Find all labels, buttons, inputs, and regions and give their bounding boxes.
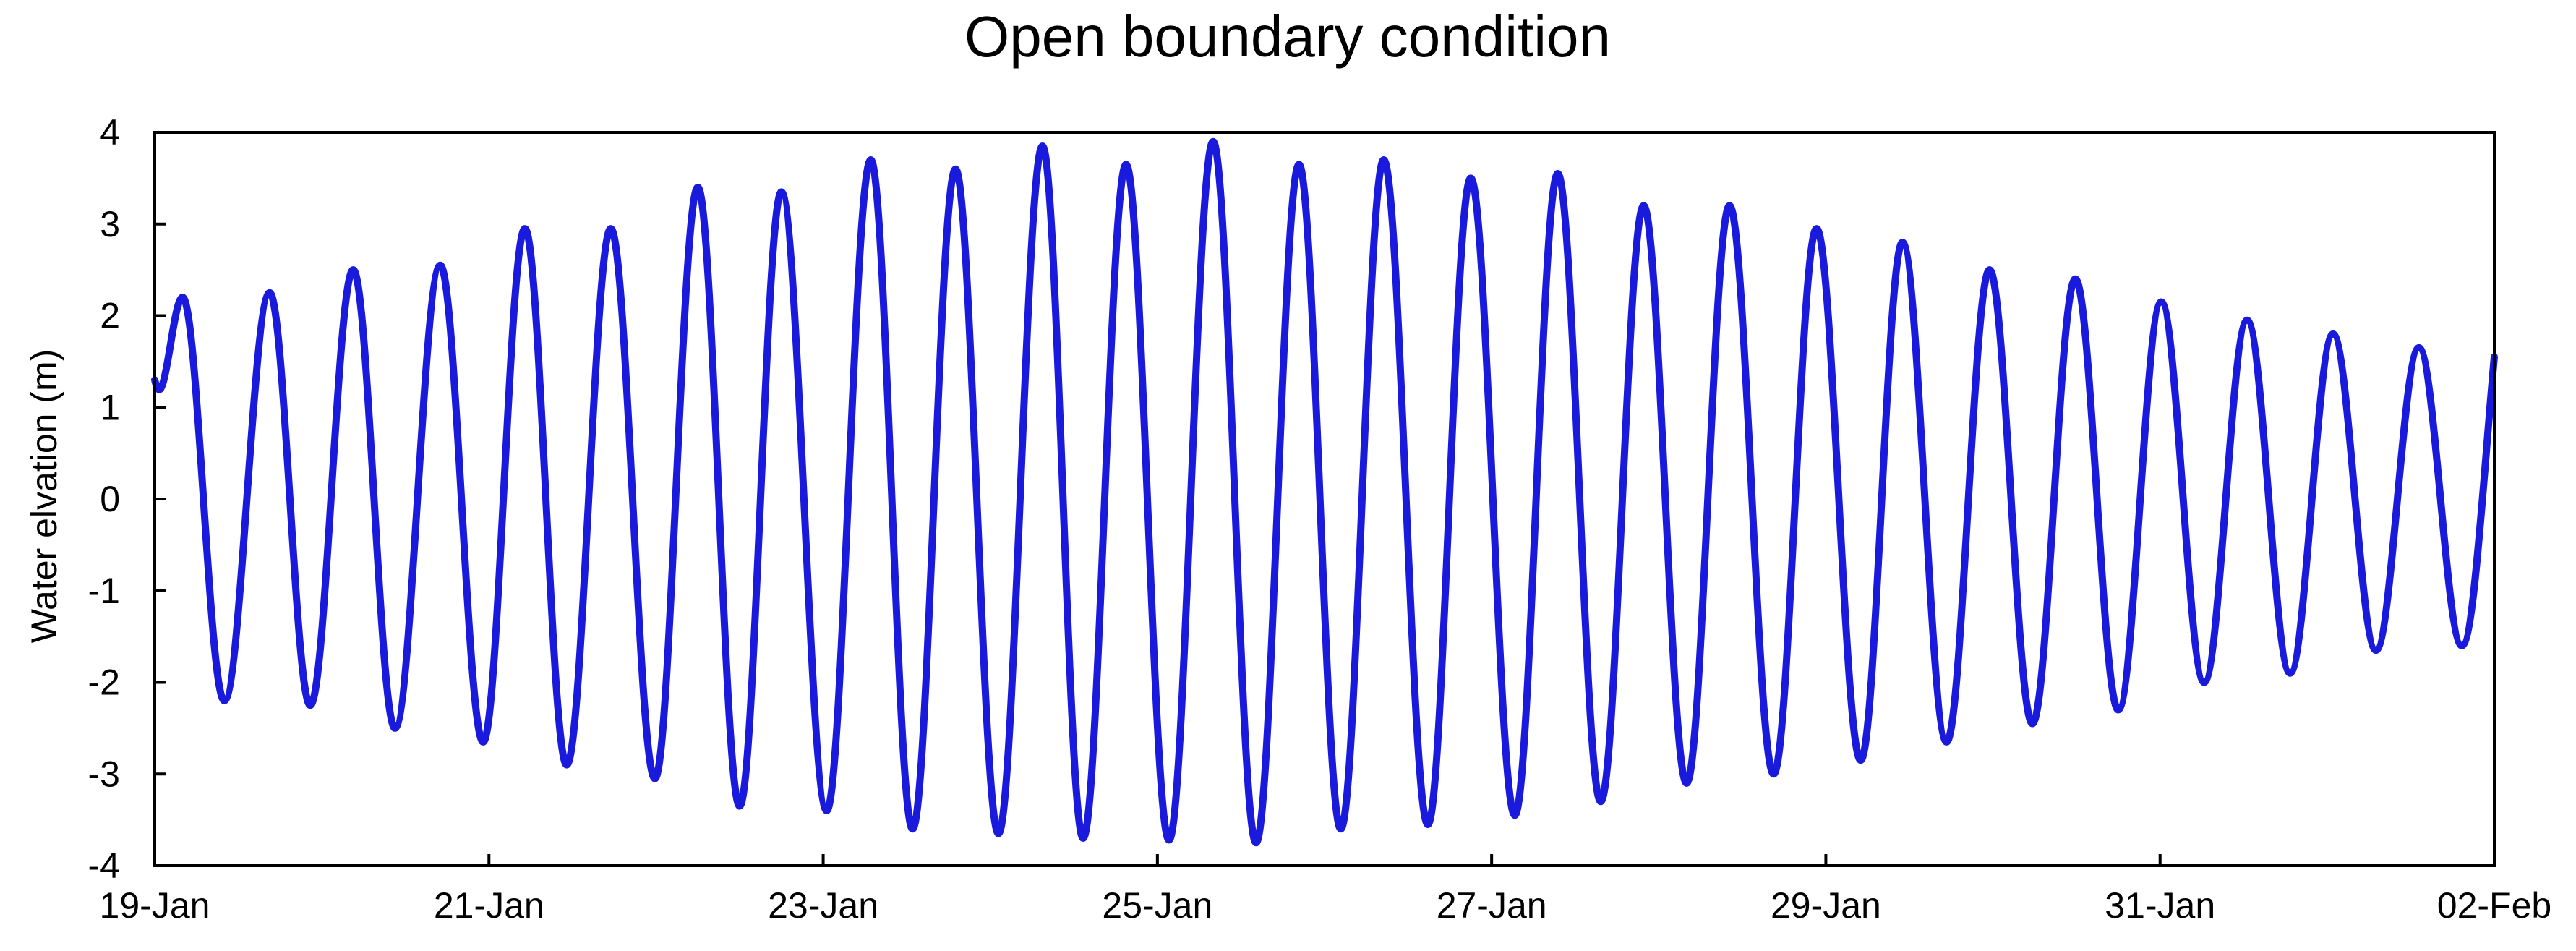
y-tick-label: -2 — [88, 662, 120, 703]
x-tick-label: 31-Jan — [2105, 885, 2215, 926]
x-axis-tick-labels: 19-Jan 21-Jan 23-Jan 25-Jan 27-Jan 29-Jan 31-J… — [100, 885, 2552, 926]
x-tick-label: 27-Jan — [1437, 885, 1547, 926]
x-tick-label: 21-Jan — [434, 885, 544, 926]
y-tick-label: -1 — [88, 571, 120, 611]
chart-title: Open boundary condition — [964, 4, 1611, 69]
x-tick-label: 02-Feb — [2437, 885, 2551, 926]
y-tick-label: -3 — [88, 754, 120, 794]
y-axis-ticks — [155, 131, 166, 867]
y-tick-label: 0 — [100, 479, 120, 519]
x-tick-label: 19-Jan — [100, 885, 210, 926]
y-tick-label: -4 — [88, 845, 120, 886]
y-tick-label: 3 — [100, 204, 120, 244]
y-axis-title: Water elvation (m) — [24, 349, 64, 644]
x-axis-ticks — [153, 854, 2496, 866]
series-line — [151, 137, 2498, 847]
y-axis-tick-labels: -4 -3 -2 -1 0 1 2 3 4 — [88, 112, 120, 886]
y-tick-label: 1 — [100, 387, 120, 427]
y-tick-label: 4 — [100, 112, 120, 153]
plot-frame — [153, 131, 2496, 867]
x-tick-label: 29-Jan — [1771, 885, 1881, 926]
x-tick-label: 25-Jan — [1102, 885, 1212, 926]
x-tick-label: 23-Jan — [768, 885, 878, 926]
y-tick-label: 2 — [100, 296, 120, 336]
